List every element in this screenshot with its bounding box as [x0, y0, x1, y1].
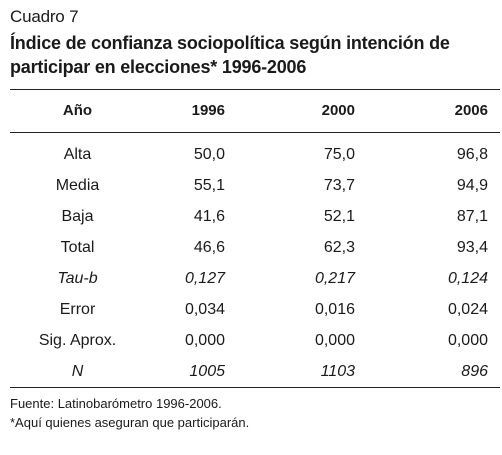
cell-2006: 94,9 — [456, 177, 488, 194]
cell-2006: 87,1 — [456, 208, 488, 225]
cell-2000: 0,016 — [314, 301, 355, 318]
header-2006: 2006 — [454, 102, 488, 119]
row-label: Error — [59, 301, 96, 318]
cell-1996: 55,1 — [193, 177, 225, 194]
cell-2006: 0,024 — [447, 301, 488, 318]
table-row: Media 55,1 73,7 94,9 — [10, 170, 500, 201]
table-row: Tau-b 0,127 0,217 0,124 — [10, 263, 500, 294]
table-row: Sig. Aprox. 0,000 0,000 0,000 — [10, 325, 500, 356]
title-line-1: Índice de confianza sociopolítica según … — [10, 33, 450, 53]
cell-2000: 52,1 — [323, 208, 355, 225]
header-row: Año 1996 2000 2006 — [10, 90, 500, 133]
cell-2006: 96,8 — [456, 146, 488, 163]
cell-2006: 0,000 — [447, 332, 488, 349]
table-body: Alta 50,0 75,0 96,8 Media 55,1 73,7 94,9 Baja 41,… — [10, 133, 500, 388]
table-row: Total 46,6 62,3 93,4 — [10, 232, 500, 263]
row-label: Total — [60, 239, 95, 256]
table-row: Baja 41,6 52,1 87,1 — [10, 201, 500, 232]
table-figure: Cuadro 7 Índice de confianza sociopolíti… — [10, 0, 500, 432]
header-1996: 1996 — [191, 102, 225, 119]
cell-2000: 0,217 — [314, 270, 355, 287]
cell-2000: 73,7 — [323, 177, 355, 194]
cell-1996: 0,000 — [184, 332, 225, 349]
row-label: Tau-b — [57, 270, 98, 287]
table-row: Error 0,034 0,016 0,024 — [10, 294, 500, 325]
cell-2000: 75,0 — [323, 146, 355, 163]
cell-1996: 50,0 — [193, 146, 225, 163]
notes: Fuente: Latinobarómetro 1996-2006. *Aquí… — [10, 394, 500, 432]
row-label: Alta — [63, 146, 92, 163]
header-2000: 2000 — [321, 102, 355, 119]
table-caption: Cuadro 7 — [10, 7, 79, 26]
data-table: Año 1996 2000 2006 Alta 50,0 75,0 96,8 Media… — [10, 90, 500, 387]
row-label: Sig. Aprox. — [38, 332, 117, 349]
cell-2006: 0,124 — [447, 270, 488, 287]
cell-2000: 0,000 — [314, 332, 355, 349]
cell-1996: 0,034 — [184, 301, 225, 318]
footnote: *Aquí quienes aseguran que participarán. — [10, 415, 250, 430]
cell-2000: 1103 — [320, 363, 355, 380]
cell-1996: 41,6 — [193, 208, 225, 225]
bottom-rule — [10, 387, 500, 388]
table-title: Índice de confianza sociopolítica según … — [10, 31, 500, 79]
cell-2000: 62,3 — [323, 239, 355, 256]
cell-2006: 93,4 — [456, 239, 488, 256]
header-year: Año — [62, 102, 93, 119]
cell-1996: 1005 — [189, 363, 225, 380]
cell-1996: 46,6 — [193, 239, 225, 256]
title-line-2: participar en elecciones* 1996-2006 — [10, 57, 307, 77]
row-label: Media — [55, 177, 100, 194]
row-label: Baja — [61, 208, 94, 225]
table-row: N 1005 1103 896 — [10, 356, 500, 387]
row-label: N — [71, 363, 84, 380]
cell-1996: 0,127 — [184, 270, 225, 287]
cell-2006: 896 — [461, 363, 488, 380]
top-rule — [10, 89, 500, 90]
table-row: Alta 50,0 75,0 96,8 — [10, 133, 500, 171]
source-note: Fuente: Latinobarómetro 1996-2006. — [10, 396, 222, 411]
